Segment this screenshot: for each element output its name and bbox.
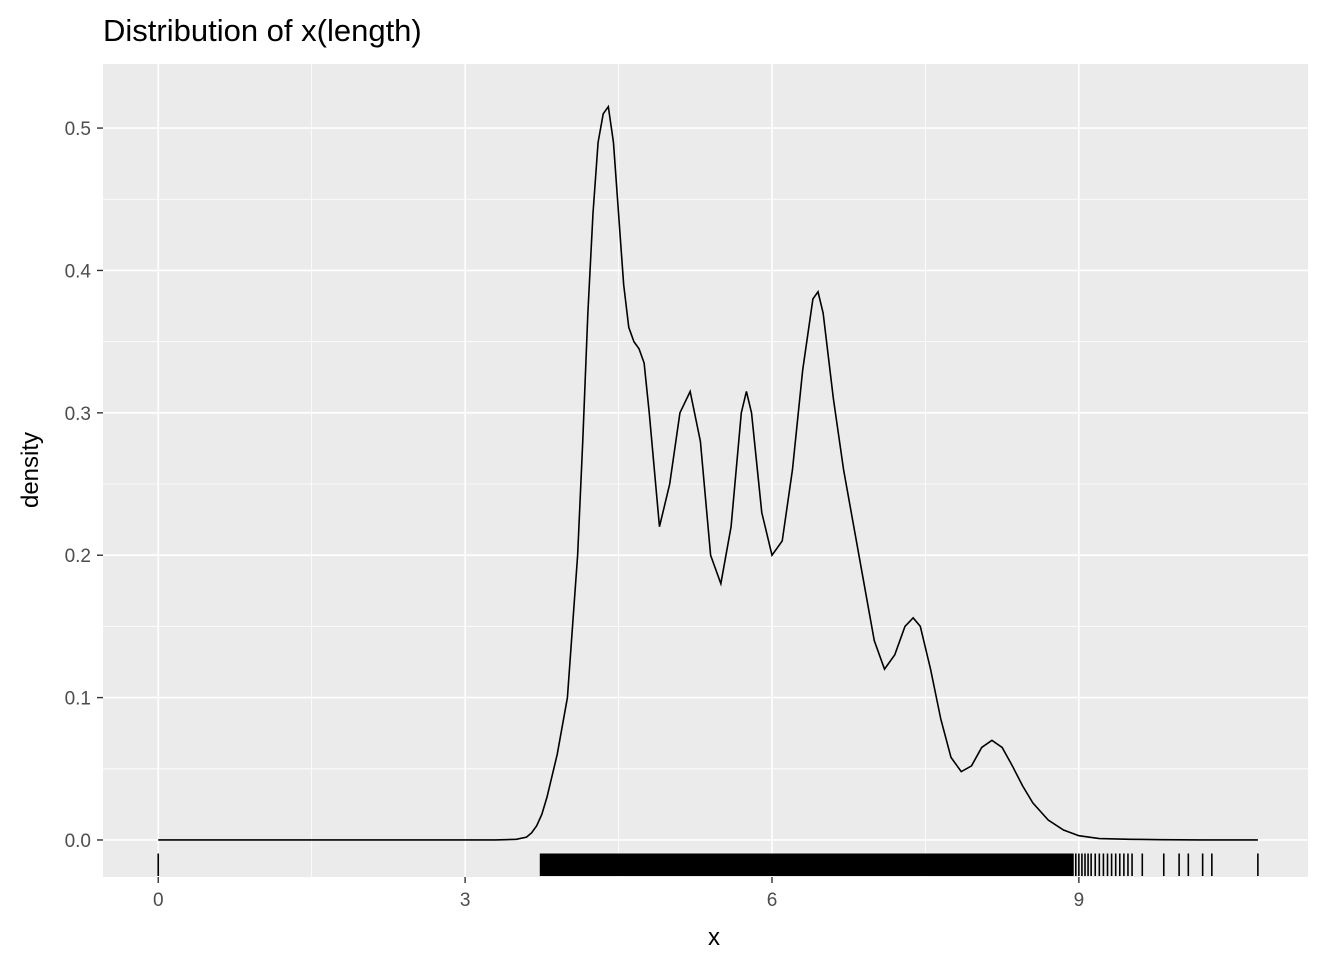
x-tick-label: 3 <box>460 890 471 911</box>
chart-title: Distribution of x(length) <box>103 13 422 48</box>
x-axis: 0 3 6 9 <box>153 877 1084 911</box>
x-axis-title: x <box>708 924 720 951</box>
y-axis-title: density <box>17 432 44 508</box>
y-axis: 0.0 0.1 0.2 0.3 0.4 0.5 <box>65 119 103 852</box>
y-tick-label: 0.4 <box>65 261 92 282</box>
x-tick-label: 9 <box>1074 890 1085 911</box>
plot-panel <box>103 64 1308 877</box>
y-tick-label: 0.5 <box>65 119 91 140</box>
density-curve <box>158 104 1258 841</box>
y-tick-label: 0.3 <box>65 404 91 425</box>
grid-minor <box>103 64 1308 877</box>
y-tick-label: 0.0 <box>65 831 91 852</box>
x-tick-label: 0 <box>153 890 164 911</box>
grid-major <box>103 64 1308 877</box>
y-tick-label: 0.1 <box>65 689 91 710</box>
rug-marks <box>157 853 1259 876</box>
rug-dense-block <box>539 853 1074 876</box>
x-tick-label: 6 <box>767 890 778 911</box>
y-tick-label: 0.2 <box>65 546 91 567</box>
